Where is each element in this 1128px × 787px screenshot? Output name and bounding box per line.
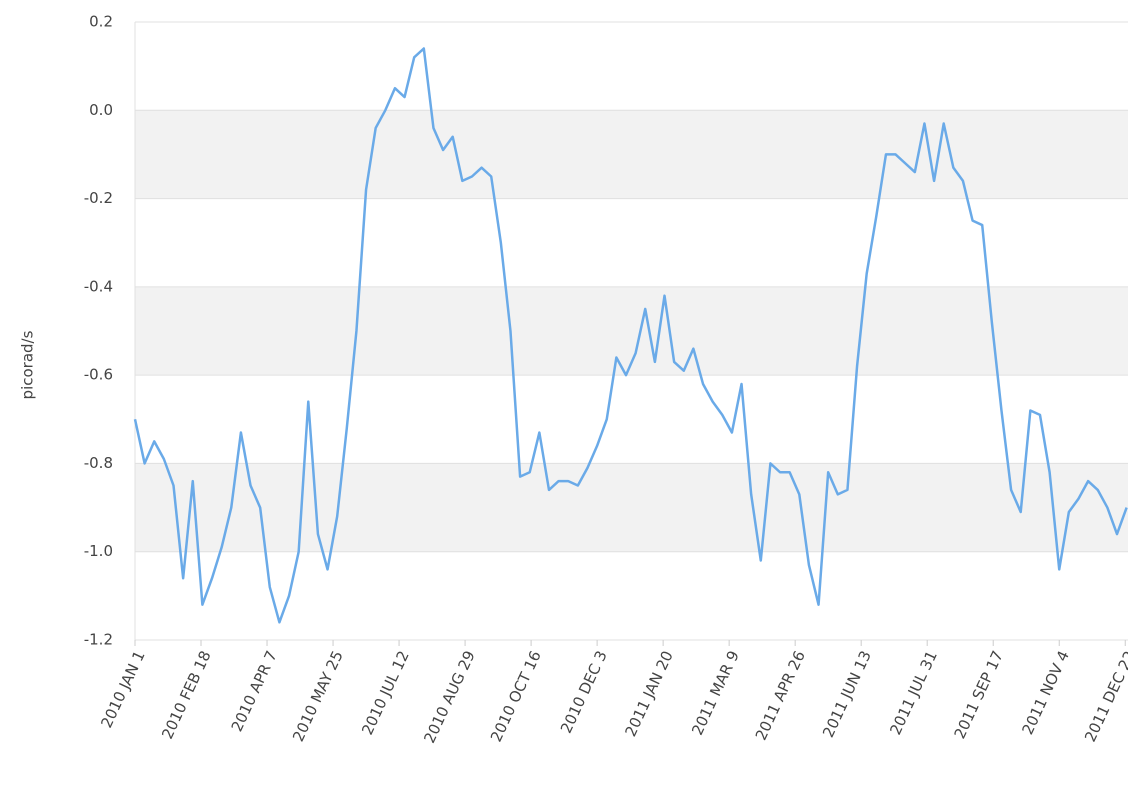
- x-tick-label: 2011 JUN 13: [819, 648, 875, 740]
- y-tick-label: -1.2: [84, 631, 113, 649]
- y-tick-label: 0.2: [89, 13, 113, 31]
- x-tick-label: 2011 NOV 4: [1018, 648, 1072, 737]
- x-tick-label: 2010 DEC 3: [557, 648, 611, 736]
- x-tick-label: 2010 OCT 16: [487, 648, 545, 745]
- y-tick-label: -0.8: [84, 454, 113, 472]
- x-tick-label: 2010 FEB 18: [158, 648, 215, 742]
- x-tick-label: 2010 AUG 29: [420, 648, 478, 746]
- x-tick-label: 2011 APR 26: [752, 648, 809, 743]
- y-tick-label: -0.6: [84, 366, 113, 384]
- grid-band: [135, 110, 1128, 199]
- x-tick-label: 2011 DEC 22: [1081, 648, 1128, 745]
- y-axis-label: picorad/s: [19, 330, 37, 399]
- x-tick-label: 2010 JUL 12: [358, 648, 413, 738]
- data-line: [133, 47, 1128, 624]
- y-tick-label: -0.4: [84, 277, 113, 295]
- y-tick-label: -0.2: [84, 189, 113, 207]
- x-tick-label: 2011 JAN 20: [621, 648, 676, 739]
- x-tick-label: 2010 APR 7: [228, 648, 281, 734]
- x-tick-label: 2011 MAR 9: [688, 648, 743, 738]
- x-tick-label: 2011 JUL 31: [886, 648, 941, 738]
- grid-band: [135, 463, 1128, 552]
- x-tick-label: 2010 JAN 1: [97, 648, 148, 731]
- y-tick-label: 0.0: [89, 101, 113, 119]
- y-tick-label: -1.0: [84, 542, 113, 560]
- x-tick-label: 2011 SEP 17: [951, 648, 1007, 742]
- x-tick-label: 2010 MAY 25: [289, 648, 347, 744]
